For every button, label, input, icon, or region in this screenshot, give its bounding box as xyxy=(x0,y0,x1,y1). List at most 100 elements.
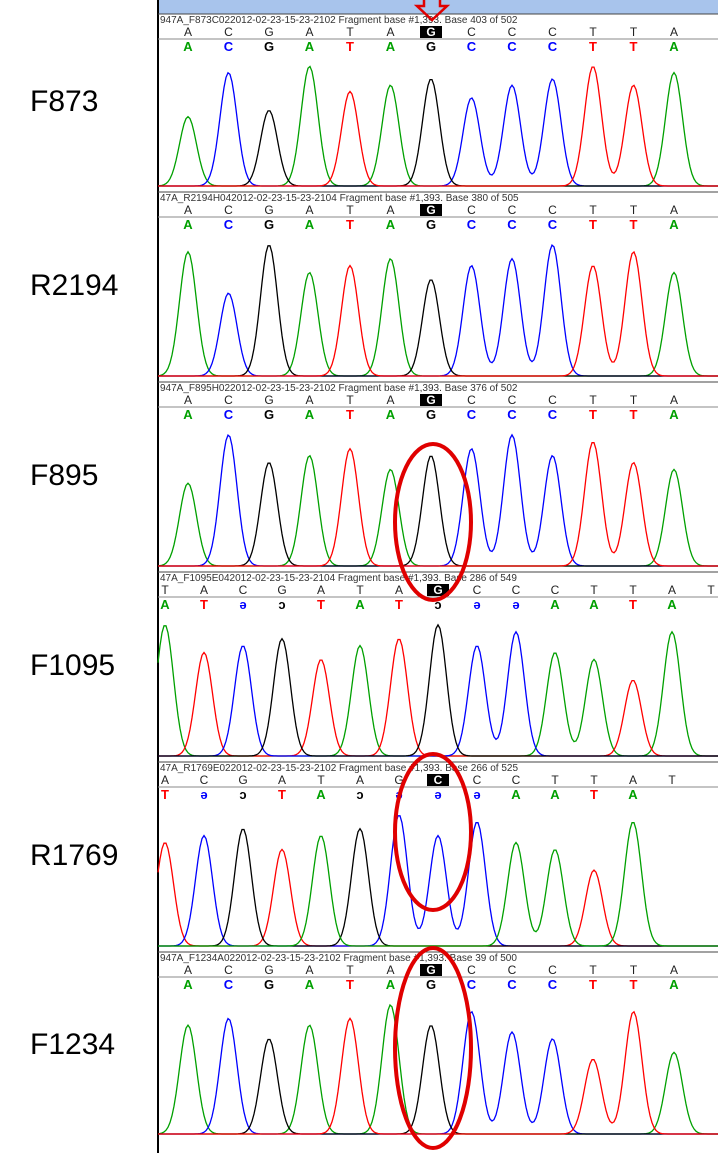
base-call: A xyxy=(183,39,193,54)
base: A xyxy=(670,25,678,39)
base-call: A xyxy=(669,217,679,232)
base: T xyxy=(590,773,598,787)
base-call: T xyxy=(589,217,597,232)
base: T xyxy=(630,963,638,977)
base: A xyxy=(356,773,364,787)
trace xyxy=(158,67,718,186)
panel-label: R2194 xyxy=(30,269,118,302)
base-call: A xyxy=(305,407,315,422)
base-call: G xyxy=(426,217,436,232)
base: C xyxy=(548,203,557,217)
base: A xyxy=(161,773,169,787)
panel-label: F895 xyxy=(30,459,98,492)
trace xyxy=(158,626,718,756)
base-call: ɔ xyxy=(278,597,285,612)
base: A xyxy=(386,393,394,407)
base-call: C xyxy=(467,977,477,992)
trace xyxy=(158,829,718,946)
panel: F109547A_F1095E042012-02-23-15-23-2104 F… xyxy=(30,572,718,756)
base: T xyxy=(356,583,364,597)
base: A xyxy=(395,583,403,597)
base: A xyxy=(386,25,394,39)
trace xyxy=(158,443,718,566)
base: T xyxy=(346,203,354,217)
base-call: A xyxy=(669,977,679,992)
base-call: A xyxy=(305,977,315,992)
base-call: A xyxy=(183,977,193,992)
base-call: G xyxy=(264,39,274,54)
base-call: C xyxy=(548,39,558,54)
base: C xyxy=(467,393,476,407)
header: 947A_F873C022012-02-23-15-23-2102 Fragme… xyxy=(160,15,518,26)
base: C xyxy=(512,773,521,787)
base-call: T xyxy=(200,597,208,612)
panel: F873 947A_F873C022012-02-23-15-23-2102 Fr… xyxy=(30,14,718,186)
base-call: A xyxy=(669,39,679,54)
base: C xyxy=(508,203,517,217)
base-call: T xyxy=(395,597,403,612)
base: T xyxy=(589,25,597,39)
base-call: C xyxy=(507,217,517,232)
panel: R176947A_R1769E022012-02-23-15-23-2102 F… xyxy=(30,762,718,946)
base: A xyxy=(317,583,325,597)
panel: F1234947A_F1234A022012-02-23-15-23-2102 … xyxy=(30,952,718,1134)
figure: F873 947A_F873C022012-02-23-15-23-2102 Fr… xyxy=(0,0,718,1153)
base: C xyxy=(224,963,233,977)
trace xyxy=(158,843,718,946)
base: T xyxy=(346,393,354,407)
base: G xyxy=(238,773,247,787)
panel-label: F1095 xyxy=(30,649,115,682)
base: G xyxy=(433,583,442,597)
base-call: A xyxy=(316,787,326,802)
trace xyxy=(158,435,718,566)
base-call: C xyxy=(507,977,517,992)
base-call: T xyxy=(589,39,597,54)
trace xyxy=(158,625,718,756)
panels: F873 947A_F873C022012-02-23-15-23-2102 Fr… xyxy=(30,14,718,1134)
base: T xyxy=(589,393,597,407)
base-call: A xyxy=(386,217,396,232)
base-call: C xyxy=(224,407,234,422)
base: A xyxy=(629,773,637,787)
trace xyxy=(158,1026,718,1134)
base-call: T xyxy=(346,217,354,232)
base: C xyxy=(473,773,482,787)
header: 47A_R2194H042012-02-23-15-23-2104 Fragme… xyxy=(160,193,519,204)
base: C xyxy=(239,583,248,597)
trace xyxy=(158,640,718,757)
base: G xyxy=(426,25,435,39)
trace xyxy=(158,1005,718,1134)
base: G xyxy=(264,963,273,977)
base: G xyxy=(426,203,435,217)
base-call: ə xyxy=(239,597,246,612)
base-call: T xyxy=(630,407,638,422)
base: C xyxy=(224,25,233,39)
base-call: ə xyxy=(473,787,480,802)
base-call: G xyxy=(264,217,274,232)
base: C xyxy=(548,393,557,407)
base: A xyxy=(670,203,678,217)
panel-label: R1769 xyxy=(30,839,118,872)
base-call: A xyxy=(589,597,599,612)
base: T xyxy=(630,203,638,217)
base-call: A xyxy=(628,787,638,802)
trace xyxy=(158,456,718,566)
base: T xyxy=(668,773,676,787)
base-call: A xyxy=(305,39,315,54)
base-call: G xyxy=(264,407,274,422)
panel-label: F873 xyxy=(30,85,98,118)
base: A xyxy=(200,583,208,597)
trace xyxy=(158,456,718,566)
trace xyxy=(158,632,718,756)
panel-label: F1234 xyxy=(30,1028,115,1061)
base: G xyxy=(426,393,435,407)
base-call: C xyxy=(548,217,558,232)
base: C xyxy=(467,25,476,39)
base: A xyxy=(278,773,286,787)
base-call: C xyxy=(507,407,517,422)
base: T xyxy=(590,583,598,597)
base: A xyxy=(305,963,313,977)
base-call: C xyxy=(224,39,234,54)
base-call: T xyxy=(278,787,286,802)
base-call: A xyxy=(183,217,193,232)
